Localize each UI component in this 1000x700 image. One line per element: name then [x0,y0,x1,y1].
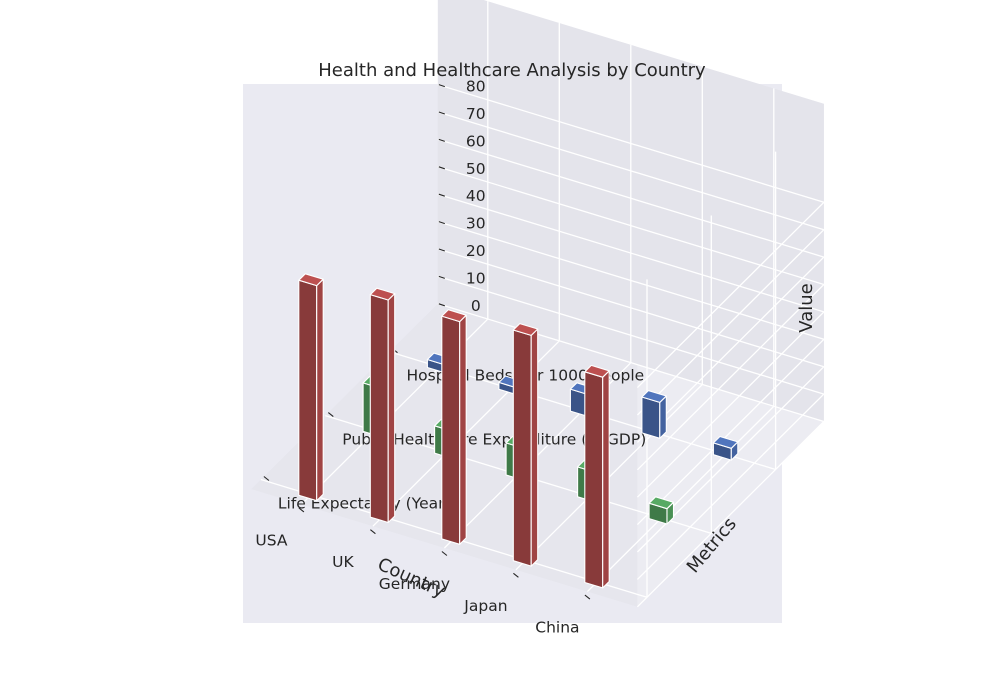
bar-top-face [584,364,610,378]
bar-front-face [512,329,532,567]
y-tick [263,476,270,481]
bar-side-face [459,314,467,545]
x-tick [441,551,448,556]
bar-top-face [512,323,539,336]
z-tick [438,138,445,142]
y-tick-label: Public Healthcare Expenditure (% GDP) [342,431,646,449]
y-tick [327,412,334,418]
gridline-z [636,311,825,498]
z-tick [438,193,445,197]
z-tick-label: 20 [466,242,486,260]
z-axis-label: Value [796,283,817,332]
bar-front-face [584,371,604,589]
bar-life-expectancy-years [512,323,539,567]
x-tick [298,507,305,513]
z-tick [438,166,445,170]
bar-top-face [712,435,739,449]
chart-title: Health and Healthcare Analysis by Countr… [318,60,706,81]
gridline-z [636,229,825,416]
z-tick [438,303,445,307]
gridline-z [636,256,825,443]
x-tick-label: USA [255,531,287,549]
bar-front-face [298,279,318,502]
x-tick-label: Japan [463,597,507,615]
bar-side-face [530,328,539,567]
z-tick [438,248,445,252]
bars [298,273,739,589]
bar-hospital-beds-per-1000-people [712,435,739,461]
bar-top-face [441,309,467,323]
gridline-z [636,393,825,580]
z-tick [438,221,445,225]
z-tick-label: 30 [466,215,486,233]
z-tick-label: 40 [466,187,486,205]
gridline-z [636,338,825,526]
bar-life-expectancy-years [298,273,324,502]
z-tick [438,275,445,279]
bar-front-face [369,294,389,524]
bar-top-face [641,390,667,403]
x-tick-label: China [535,619,579,637]
bar-front-face [641,396,661,439]
x-tick-label: UK [332,553,354,571]
z-tick-label: 60 [466,132,486,150]
x-tick [584,594,591,600]
bar-side-face [602,370,610,589]
gridline-z [636,421,825,608]
bar-life-expectancy-years [369,287,396,524]
bar-top-face [648,496,675,510]
x-tick [370,529,376,535]
bar-side-face [659,395,667,439]
z-tick-label: 50 [466,160,486,178]
bar-side-face [316,278,324,502]
x-tick [513,572,519,578]
z-tick [438,111,445,115]
bar-life-expectancy-years [584,364,610,589]
gridline-z [636,201,825,389]
z-tick-label: 0 [471,297,481,315]
bar-top-face [369,287,396,301]
z-tick-label: 70 [466,105,486,123]
bar-life-expectancy-years [441,309,467,545]
bar-side-face [387,293,396,524]
bar-public-healthcare-expenditure-gdp [648,496,675,525]
z-tick [438,84,445,88]
gridline-z [636,284,825,471]
x-tick-label: Germany [379,575,450,593]
bar-hospital-beds-per-1000-people [641,390,667,439]
y-tick-label: Life Expectancy (Years) [278,495,459,513]
bar-top-face [298,273,324,287]
gridline-x [586,405,775,593]
bar-front-face [441,315,461,545]
z-tick-label: 80 [466,78,486,96]
z-tick-label: 10 [466,269,486,287]
